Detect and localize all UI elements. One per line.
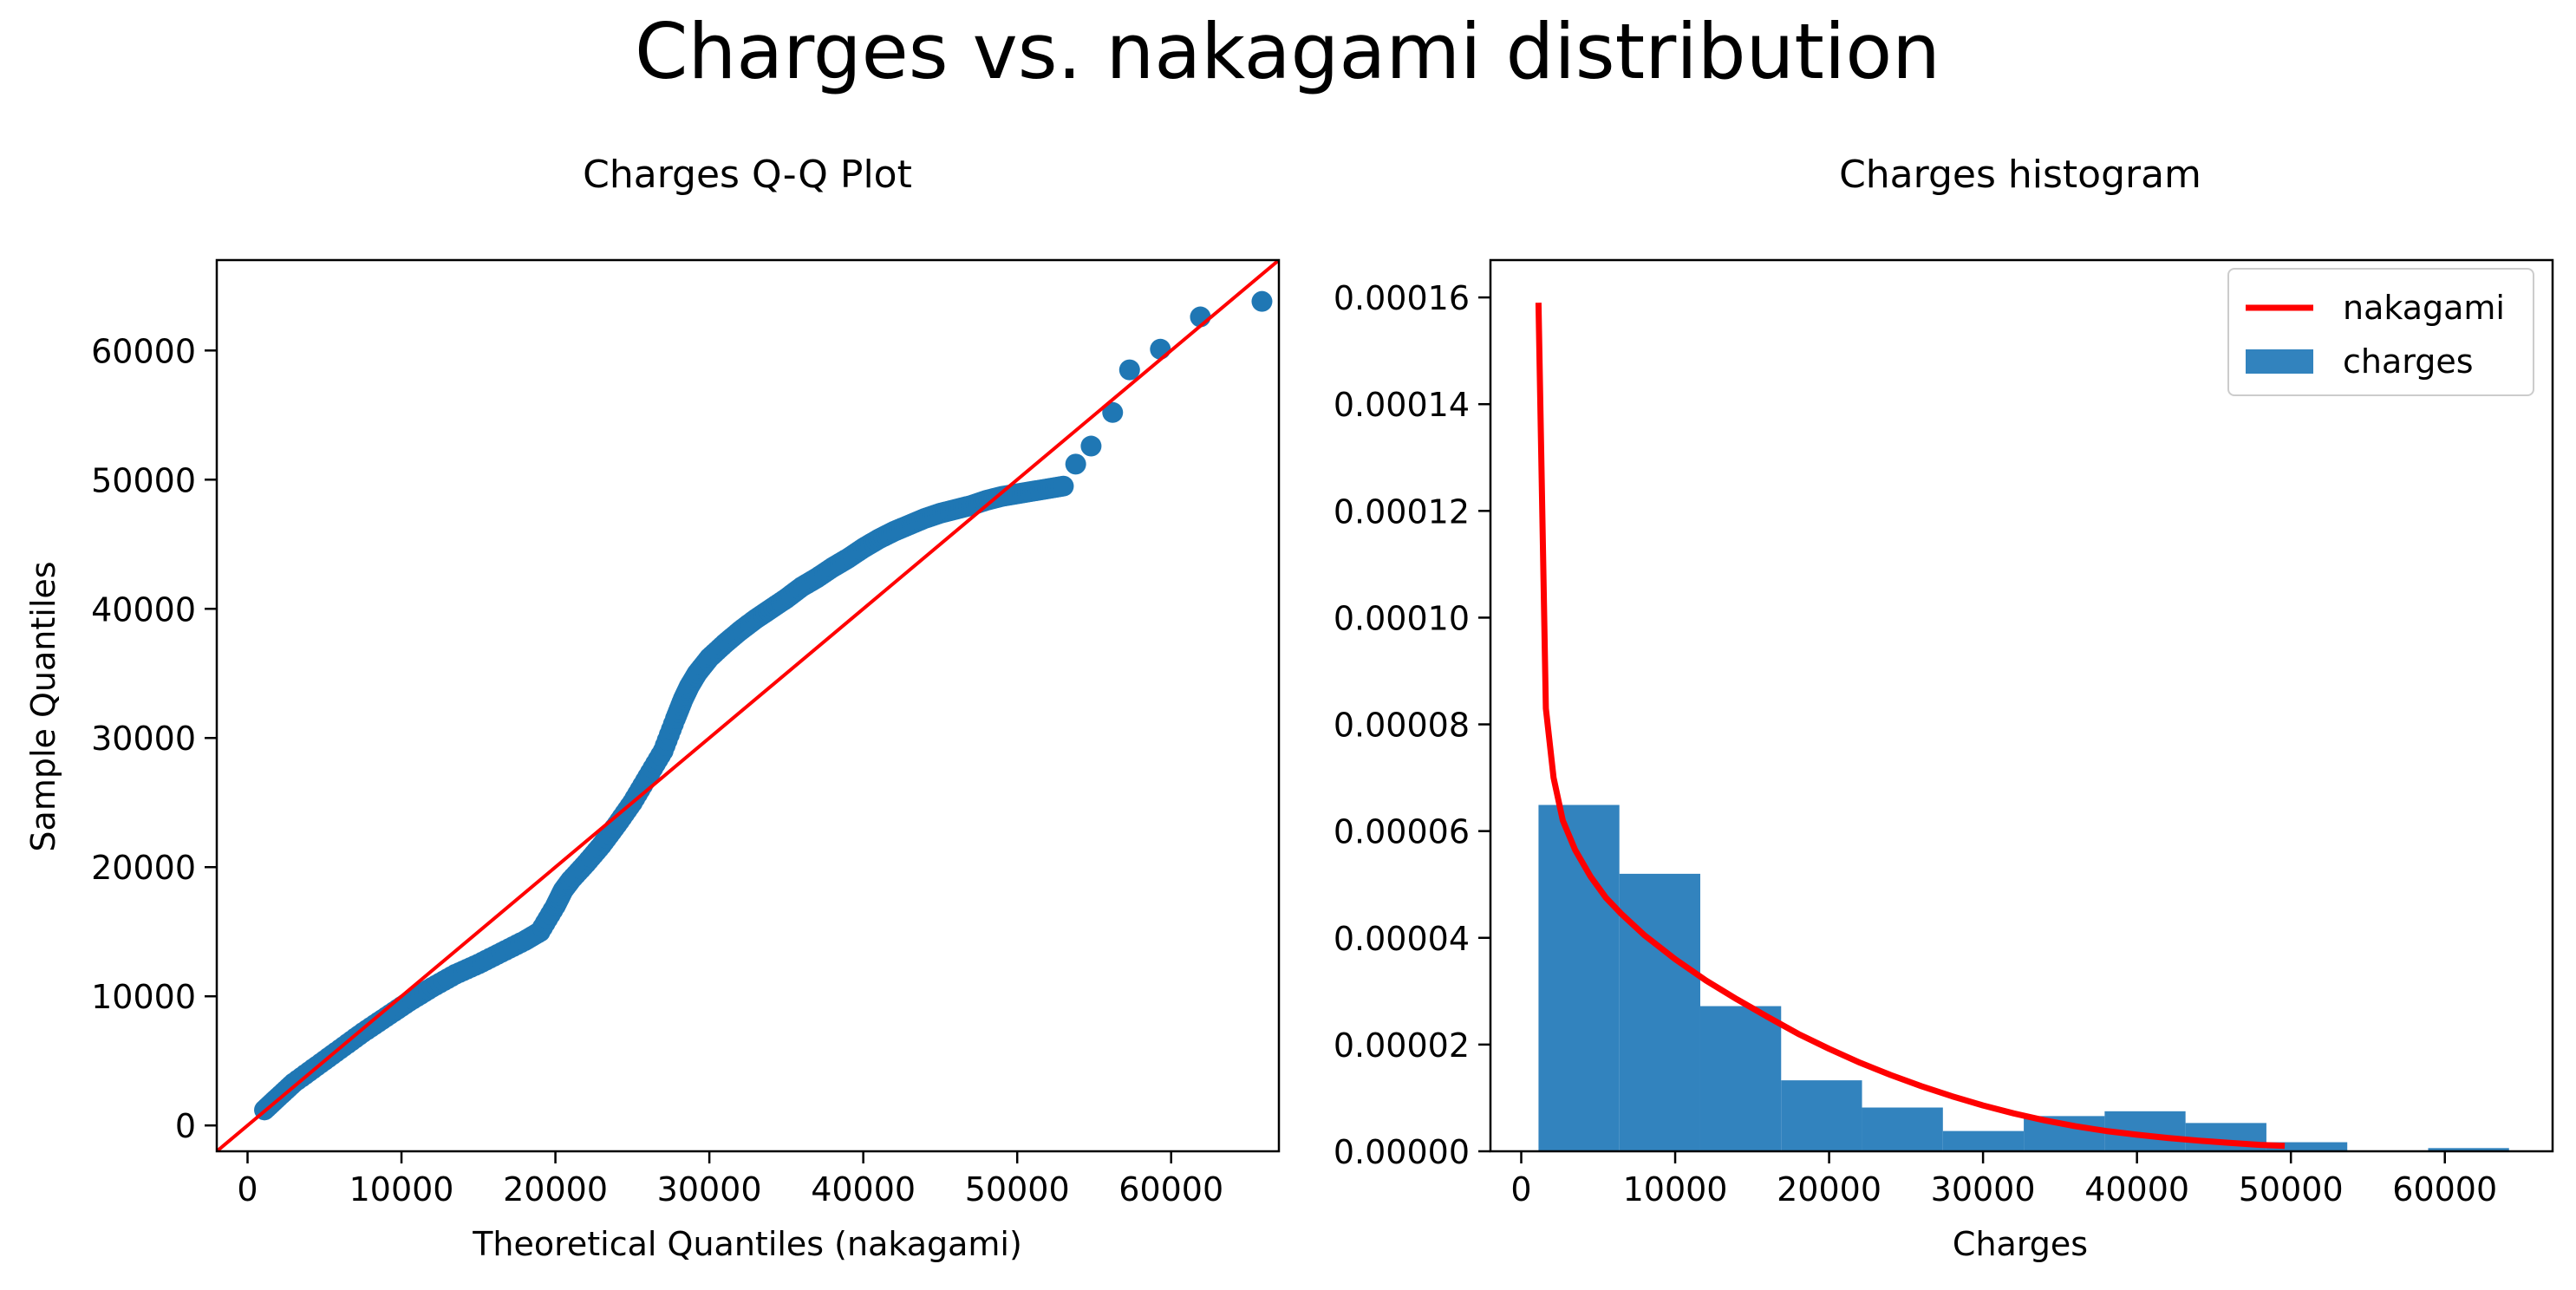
- histogram-x-tick-label: 10000: [1623, 1170, 1728, 1209]
- histogram-x-tick-label: 60000: [2392, 1170, 2497, 1209]
- qq-y-tick-label: 30000: [91, 720, 196, 758]
- qq-plot-panel: Charges Q-Q Plot 0 10000 20000 30000 40000 50…: [24, 153, 1281, 1263]
- histogram-title: Charges histogram: [1839, 153, 2201, 197]
- qq-points: [254, 290, 1273, 1121]
- qq-point: [1053, 475, 1074, 497]
- histogram-y-tick-label: 0.00016: [1334, 279, 1470, 317]
- nakagami-pdf-line: [1535, 303, 2286, 1150]
- histogram-y-tick-label: 0.00008: [1334, 707, 1470, 745]
- histogram-y-tick-label: 0.00000: [1334, 1133, 1470, 1171]
- qq-y-tick-label: 0: [175, 1107, 196, 1145]
- histogram-y-tick-label: 0.00014: [1334, 386, 1470, 424]
- histogram-x-tick-label: 40000: [2084, 1170, 2189, 1209]
- qq-y-tick-label: 20000: [91, 849, 196, 887]
- histogram-bar: [2266, 1142, 2348, 1151]
- legend-charges-label: charges: [2343, 342, 2474, 381]
- qq-x-tick-label: 10000: [349, 1170, 454, 1209]
- qq-point: [1080, 435, 1102, 457]
- histogram-y-tick-label: 0.00004: [1334, 920, 1470, 958]
- histogram-y-tick-label: 0.00002: [1334, 1026, 1470, 1065]
- qq-x-tick-label: 50000: [965, 1170, 1070, 1209]
- histogram-x-tick-label: 30000: [1931, 1170, 2036, 1209]
- histogram-x-tick-label: 0: [1510, 1170, 1531, 1209]
- qq-plot-area: 0 10000 20000 30000 40000 50000 60000 0 10000 200…: [91, 258, 1281, 1209]
- qq-x-tick-label: 20000: [503, 1170, 608, 1209]
- histogram-y-tick-label: 0.00012: [1334, 492, 1470, 531]
- histogram-bars: [1538, 805, 2509, 1151]
- qq-x-tick-label: 40000: [811, 1170, 916, 1209]
- histogram-bar: [1699, 1006, 1782, 1151]
- qq-y-tick-label: 50000: [91, 461, 196, 499]
- qq-axes-frame: [215, 258, 1281, 1153]
- histogram-x-tick-label: 20000: [1777, 1170, 1881, 1209]
- histogram-bar: [1781, 1080, 1862, 1151]
- qq-y-axis-label: Sample Quantiles: [24, 561, 62, 851]
- histogram-bar: [1619, 873, 1700, 1151]
- figure-title: Charges vs. nakagami distribution: [635, 7, 1940, 96]
- qq-point: [1065, 453, 1086, 475]
- qq-y-tick-label: 10000: [91, 978, 196, 1016]
- qq-x-tick-label: 30000: [657, 1170, 762, 1209]
- histogram-axes-frame: [1489, 258, 2554, 1153]
- histogram-y-tick-label: 0.00006: [1334, 813, 1470, 851]
- histogram-x-tick-label: 50000: [2239, 1170, 2344, 1209]
- histogram-y-tick-label: 0.00010: [1334, 599, 1470, 637]
- histogram-bar: [1862, 1107, 1943, 1151]
- histogram-bar: [1942, 1130, 2025, 1151]
- histogram-plot-area: 0 10000 20000 30000 40000 50000 60000 0.00000 0.…: [1334, 258, 2554, 1209]
- histogram-bar: [1538, 805, 1620, 1151]
- histogram-panel: Charges histogram 0 10000 20000 30000 40000 5…: [1334, 153, 2554, 1263]
- qq-plot-title: Charges Q-Q Plot: [583, 153, 912, 197]
- qq-point: [1251, 290, 1273, 312]
- qq-reference-line: [217, 260, 1279, 1151]
- qq-x-tick-label: 60000: [1118, 1170, 1223, 1209]
- qq-point: [1150, 338, 1171, 360]
- legend-charges-swatch: [2246, 349, 2313, 374]
- histogram-legend: nakagami charges: [2227, 268, 2534, 396]
- qq-x-tick-label: 0: [237, 1170, 258, 1209]
- qq-y-tick-label: 40000: [91, 590, 196, 629]
- qq-y-tick-label: 60000: [91, 332, 196, 370]
- qq-point: [1118, 359, 1140, 381]
- qq-x-axis-label: Theoretical Quantiles (nakagami): [472, 1225, 1022, 1263]
- qq-point: [1102, 401, 1124, 423]
- histogram-bar: [2428, 1148, 2509, 1151]
- histogram-x-axis-label: Charges: [1953, 1225, 2088, 1263]
- legend-nakagami-label: nakagami: [2343, 289, 2505, 327]
